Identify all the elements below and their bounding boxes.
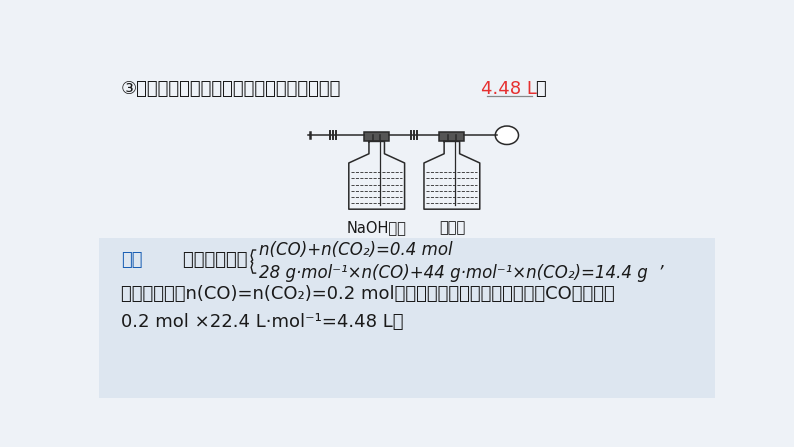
FancyBboxPatch shape <box>99 238 715 398</box>
Text: 0.2 mol ×22.4 L·mol⁻¹=4.48 L。: 0.2 mol ×22.4 L·mol⁻¹=4.48 L。 <box>121 312 403 331</box>
Text: 4.48 L: 4.48 L <box>481 80 538 98</box>
Text: NaOH溶液: NaOH溶液 <box>347 220 407 235</box>
Text: ；: ； <box>535 80 545 98</box>
Text: 根据题意可得: 根据题意可得 <box>160 251 247 269</box>
Ellipse shape <box>495 126 518 144</box>
Polygon shape <box>439 132 464 141</box>
Text: ③标准状况下，气球中收集到的气体的体积为: ③标准状况下，气球中收集到的气体的体积为 <box>121 80 341 98</box>
Text: 解析: 解析 <box>121 251 142 269</box>
Text: 28 g·mol⁻¹×n(CO)+44 g·mol⁻¹×n(CO₂)=14.4 g  ’: 28 g·mol⁻¹×n(CO)+44 g·mol⁻¹×n(CO₂)=14.4 … <box>259 264 664 282</box>
Text: 浓硫酸: 浓硫酸 <box>439 220 465 235</box>
Text: n(CO)+n(CO₂)=0.4 mol: n(CO)+n(CO₂)=0.4 mol <box>259 241 453 259</box>
Text: 联立两式解得n(CO)=n(CO₂)=0.2 mol，则标准状况下气球中收集到的CO的体积为: 联立两式解得n(CO)=n(CO₂)=0.2 mol，则标准状况下气球中收集到的… <box>121 285 615 303</box>
Polygon shape <box>364 132 389 141</box>
